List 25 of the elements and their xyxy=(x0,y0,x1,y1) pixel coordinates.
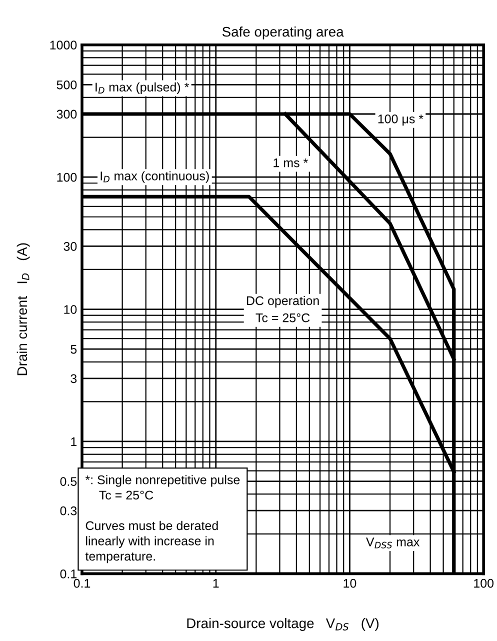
x-tick-label: 100 xyxy=(474,578,494,588)
y-tick-label: 500 xyxy=(56,80,77,90)
chart-title: Safe operating area xyxy=(222,26,344,40)
text: Drain-source voltage V$_{DS}$ (V) xyxy=(187,618,379,631)
y-tick-label: 1 xyxy=(71,437,77,446)
y-tick-label: 1000 xyxy=(50,40,77,50)
annotation: 100 μs * xyxy=(378,114,424,126)
y-tick-label: 300 xyxy=(56,110,77,119)
x-tick-label: 10 xyxy=(344,578,356,588)
annotation: I$_{D}$ max (pulsed) * xyxy=(96,82,189,94)
y-tick-label: 0.3 xyxy=(60,506,77,516)
y-tick-label: 10 xyxy=(64,305,77,314)
annotation: 1 ms * xyxy=(274,158,308,168)
y-tick-label: 100 xyxy=(57,172,77,182)
y-tick-label: 3 xyxy=(70,374,77,384)
y-tick-label: 30 xyxy=(64,242,77,251)
annotation: DC operation Tc = 25°C xyxy=(246,296,319,322)
y-tick-label: 5 xyxy=(70,345,77,354)
text: *: Single nonrepetitive pulse Tc = 25°C Curves must be derated linearly with increase in temperature. xyxy=(85,475,240,564)
annotation: I$_{D}$ max (continuous) xyxy=(100,171,209,183)
x-tick-label: 1 xyxy=(213,579,219,588)
y-tick-label: 0.1 xyxy=(60,569,77,578)
annotation: V$_{DSS}$ max xyxy=(366,538,420,548)
y-tick-label: 0.5 xyxy=(60,477,77,486)
text: Drain current I$_{D}$ (A) xyxy=(16,243,30,376)
